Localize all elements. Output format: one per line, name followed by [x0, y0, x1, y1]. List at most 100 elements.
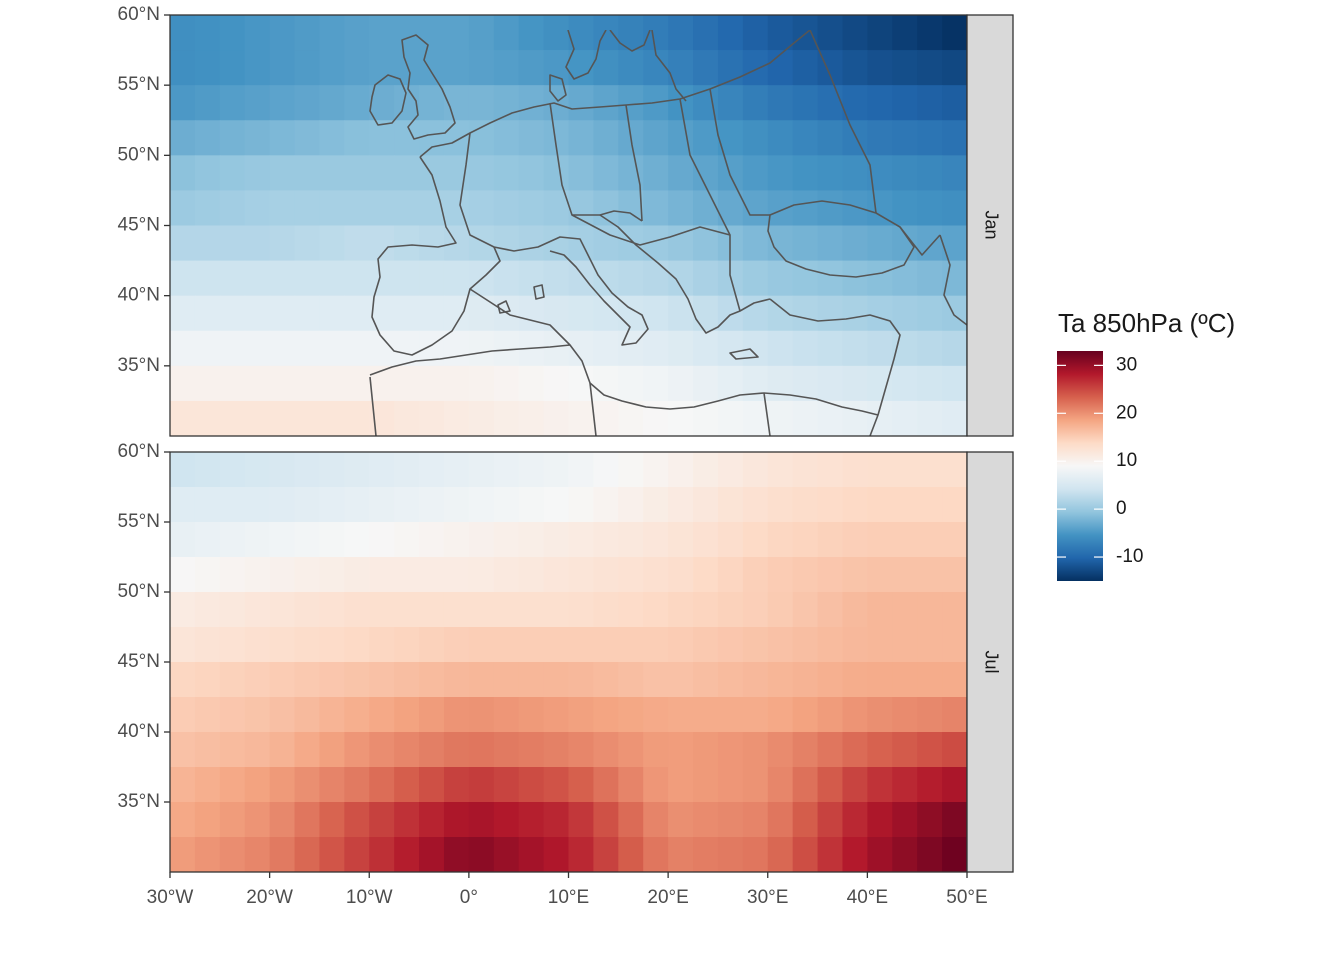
x-axis-tick-label: 10°E: [548, 887, 589, 908]
jan-grid-cell: [867, 15, 893, 51]
jul-grid-cell: [742, 522, 769, 558]
jan-grid-cell: [842, 15, 868, 51]
jan-grid-cell: [319, 155, 345, 192]
jul-grid-cell: [842, 487, 868, 523]
jan-grid-cell: [568, 155, 595, 192]
jul-grid-cell: [618, 522, 644, 558]
jan-grid-cell: [369, 225, 395, 262]
jul-grid-cell: [842, 592, 868, 628]
jul-grid-cell: [170, 452, 196, 488]
jan-grid-cell: [344, 225, 370, 262]
jul-grid-cell: [419, 732, 445, 768]
jul-grid-cell: [443, 452, 470, 488]
jan-grid-cell: [568, 400, 595, 436]
jul-grid-cell: [294, 627, 321, 663]
jan-grid-cell: [170, 15, 196, 51]
jul-grid-cell: [817, 732, 844, 768]
jul-grid-cell: [917, 452, 943, 488]
jul-grid-cell: [194, 837, 221, 872]
jan-grid-cell: [568, 50, 595, 86]
jul-grid-cell: [543, 767, 570, 803]
jul-grid-cell: [468, 487, 495, 523]
jul-grid-cell: [668, 767, 694, 803]
jan-grid-cell: [593, 260, 619, 297]
jul-grid-cell: [518, 697, 545, 733]
jan-grid-cell: [842, 120, 868, 156]
jul-grid-cell: [593, 767, 619, 803]
jul-grid-cell: [742, 557, 769, 593]
jan-grid-cell: [294, 330, 321, 367]
jul-grid-cell: [643, 732, 669, 768]
jul-grid-cell: [867, 592, 893, 628]
jul-grid-cell: [543, 662, 570, 698]
jul-grid-cell: [543, 522, 570, 558]
jul-grid-cell: [792, 697, 819, 733]
jul-grid-cell: [892, 627, 918, 663]
jul-grid-cell: [394, 837, 420, 872]
jan-grid-cell: [468, 155, 495, 192]
jul-grid-cell: [693, 767, 719, 803]
jan-grid-cell: [319, 85, 345, 121]
jul-grid-cell: [942, 767, 967, 803]
jul-grid-cell: [892, 732, 918, 768]
jul-grid-cell: [593, 592, 619, 628]
jul-grid-cell: [942, 837, 967, 872]
jan-grid-cell: [643, 260, 669, 297]
jul-grid-cell: [294, 557, 321, 593]
jan-grid-cell: [792, 225, 819, 262]
jul-grid-cell: [643, 802, 669, 838]
jan-grid-cell: [468, 225, 495, 262]
jan-grid-cell: [917, 260, 943, 297]
jan-grid-cell: [767, 260, 794, 297]
jul-grid-cell: [269, 487, 296, 523]
jan-grid-cell: [867, 120, 893, 156]
jul-grid-cell: [319, 487, 345, 523]
jan-grid-cell: [194, 295, 221, 332]
jul-grid-cell: [643, 557, 669, 593]
jul-grid-cell: [244, 487, 271, 523]
jan-grid-cell: [194, 225, 221, 262]
jan-grid-cell: [269, 400, 296, 436]
axes: 35°N 40°N 45°N 50°N 55°N 60°N 35°N 40°N 45°N 50°N…: [118, 4, 988, 908]
jan-grid-cell: [244, 295, 271, 332]
jan-grid-cell: [344, 365, 370, 402]
jul-grid-cell: [817, 837, 844, 872]
jul-grid-cell: [693, 662, 719, 698]
jan-grid-cell: [344, 50, 370, 86]
jan-grid-cell: [468, 400, 495, 436]
jul-grid-cell: [867, 487, 893, 523]
jul-grid-cell: [394, 662, 420, 698]
jul-grid-cell: [344, 627, 370, 663]
jul-grid-cell: [668, 522, 694, 558]
jan-grid-cell: [717, 155, 744, 192]
x-axis-tick-label: 20°W: [246, 887, 293, 908]
jul-grid-cell: [244, 802, 271, 838]
jan-grid-cell: [319, 120, 345, 156]
jul-grid-cell: [294, 697, 321, 733]
jan-grid-cell: [568, 85, 595, 121]
jul-grid-cell: [493, 802, 520, 838]
jul-grid-cell: [518, 767, 545, 803]
jan-grid-cell: [468, 190, 495, 227]
jul-grid-cell: [269, 767, 296, 803]
jan-grid-cell: [344, 15, 370, 51]
jul-grid-cell: [244, 452, 271, 488]
jan-grid-cell: [693, 190, 719, 227]
jan-grid-cell: [817, 260, 844, 297]
jul-grid-cell: [568, 767, 595, 803]
jan-grid-cell: [742, 260, 769, 297]
jul-grid-cell: [767, 592, 794, 628]
jan-grid-cell: [593, 400, 619, 436]
jan-grid-cell: [319, 190, 345, 227]
jul-grid-cell: [219, 697, 246, 733]
jan-grid-cell: [668, 295, 694, 332]
jan-grid-cell: [419, 260, 445, 297]
jan-grid-cell: [668, 15, 694, 51]
jan-grid-cell: [294, 260, 321, 297]
jul-grid-cell: [493, 697, 520, 733]
jan-grid-cell: [294, 50, 321, 86]
jan-grid-cell: [419, 225, 445, 262]
jan-grid-cell: [867, 330, 893, 367]
jan-grid-cell: [917, 365, 943, 402]
jul-grid-cell: [717, 732, 744, 768]
